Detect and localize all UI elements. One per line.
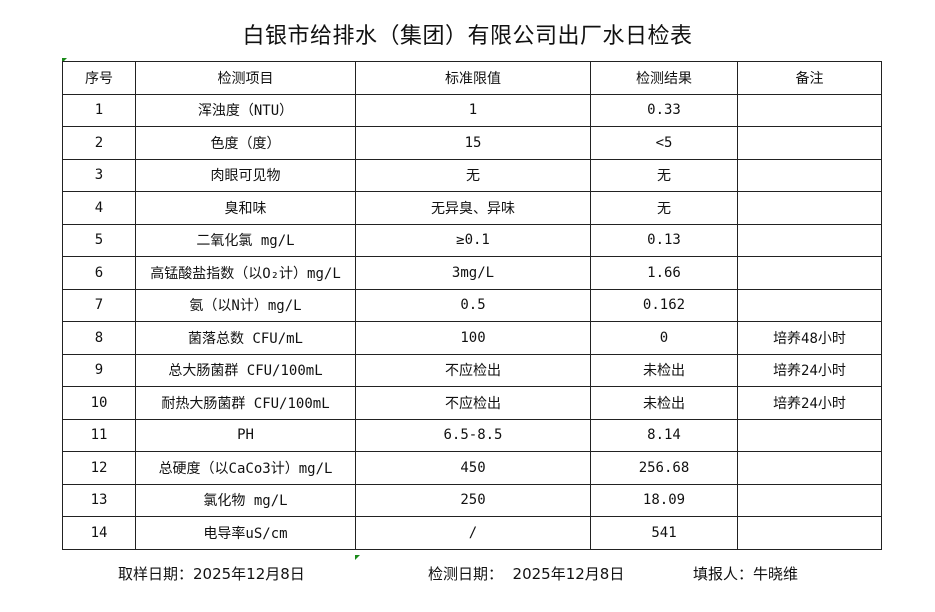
table-cell[interactable]: 无 — [590, 191, 738, 225]
table-cell[interactable]: 不应检出 — [355, 386, 591, 420]
cell-comment-marker — [62, 58, 67, 63]
page-title: 白银市给排水（集团）有限公司出厂水日检表 — [242, 24, 693, 49]
table-row: 9 总大肠菌群 CFU/100mL 不应检出 未检出 培养24小时 — [62, 353, 882, 387]
table-cell[interactable]: 1 — [355, 93, 591, 127]
table-row: 8 菌落总数 CFU/mL 100 0 培养48小时 — [62, 321, 882, 355]
table-row: 11 PH 6.5-8.5 8.14 — [62, 418, 882, 452]
table-cell[interactable] — [737, 93, 882, 127]
table-cell[interactable] — [737, 126, 882, 160]
table-cell[interactable] — [737, 483, 882, 517]
table-cell[interactable]: 臭和味 — [135, 191, 356, 225]
table-cell[interactable]: 5 — [62, 223, 136, 257]
table-cell[interactable]: 4 — [62, 191, 136, 225]
table-cell[interactable]: 0.13 — [590, 223, 738, 257]
table-cell[interactable]: 耐热大肠菌群 CFU/100mL — [135, 386, 356, 420]
table-cell[interactable]: 无 — [355, 158, 591, 192]
table-cell[interactable]: / — [355, 516, 591, 550]
table-row: 14 电导率uS/cm/541 — [62, 516, 882, 550]
table-cell[interactable]: 100 — [355, 321, 591, 355]
table-cell[interactable]: 电导率uS/cm — [135, 516, 356, 550]
table-cell[interactable]: PH — [135, 418, 356, 452]
table-cell[interactable]: 541 — [590, 516, 738, 550]
table-cell[interactable] — [737, 418, 882, 452]
table-cell[interactable]: 序号 — [62, 61, 136, 95]
table-cell[interactable] — [737, 158, 882, 192]
table-cell[interactable]: 色度（度） — [135, 126, 356, 160]
table-cell[interactable]: 氨（以N计）mg/L — [135, 288, 356, 322]
table-cell[interactable]: 不应检出 — [355, 353, 591, 387]
table-row: 6 高锰酸盐指数（以O₂计）mg/L 3mg/L 1.66 — [62, 256, 882, 290]
table-cell[interactable]: 11 — [62, 418, 136, 452]
table-cell[interactable]: 无异臭、异味 — [355, 191, 591, 225]
cell-comment-marker — [355, 555, 360, 560]
table-cell[interactable]: 256.68 — [590, 451, 738, 485]
table-cell[interactable]: 450 — [355, 451, 591, 485]
table-cell[interactable] — [737, 191, 882, 225]
table-cell[interactable]: 检测结果 — [590, 61, 738, 95]
table-cell[interactable]: 培养24小时 — [737, 386, 882, 420]
table-cell[interactable]: 13 — [62, 483, 136, 517]
table-cell[interactable]: 菌落总数 CFU/mL — [135, 321, 356, 355]
table-cell[interactable]: ≥0.1 — [355, 223, 591, 257]
table-cell[interactable] — [737, 288, 882, 322]
table-cell[interactable] — [737, 451, 882, 485]
table-row: 13 氯化物 mg/L 250 18.09 — [62, 483, 882, 517]
table-cell[interactable]: 0 — [590, 321, 738, 355]
table-cell[interactable]: 3mg/L — [355, 256, 591, 290]
table-row: 1 浑浊度（NTU） 1 0.33 — [62, 93, 882, 127]
table-cell[interactable]: 0.162 — [590, 288, 738, 322]
table-row: 2 色度（度） 15 <5 — [62, 126, 882, 160]
table-cell[interactable]: 1.66 — [590, 256, 738, 290]
reporter: 填报人：牛晓维 — [693, 565, 799, 583]
table-cell[interactable]: 高锰酸盐指数（以O₂计）mg/L — [135, 256, 356, 290]
table-cell[interactable]: 8.14 — [590, 418, 738, 452]
table-row: 4 臭和味 无异臭、异味无 — [62, 191, 882, 225]
table-cell[interactable]: 无 — [590, 158, 738, 192]
table-cell[interactable]: 1 — [62, 93, 136, 127]
table-cell[interactable]: 培养24小时 — [737, 353, 882, 387]
table-row: 10 耐热大肠菌群 CFU/100mL 不应检出 未检出 培养24小时 — [62, 386, 882, 420]
table-cell[interactable]: <5 — [590, 126, 738, 160]
table-cell[interactable] — [737, 223, 882, 257]
table-cell[interactable]: 备注 — [737, 61, 882, 95]
sample-date: 取样日期：2025年12月8日 — [118, 565, 305, 583]
table-cell[interactable]: 肉眼可见物 — [135, 158, 356, 192]
table-cell[interactable]: 培养48小时 — [737, 321, 882, 355]
table-cell[interactable]: 氯化物 mg/L — [135, 483, 356, 517]
table-cell[interactable]: 二氧化氯 mg/L — [135, 223, 356, 257]
table-cell[interactable]: 18.09 — [590, 483, 738, 517]
table-cell[interactable]: 14 — [62, 516, 136, 550]
table-header-row: 序号 检测项目 标准限值 检测结果 备注 — [62, 61, 882, 95]
table-cell[interactable]: 8 — [62, 321, 136, 355]
table-row: 3 肉眼可见物无无 — [62, 158, 882, 192]
table-cell[interactable]: 2 — [62, 126, 136, 160]
table-cell[interactable]: 0.33 — [590, 93, 738, 127]
table-cell[interactable]: 0.5 — [355, 288, 591, 322]
inspection-table: 序号 检测项目 标准限值 检测结果 备注 1 浑浊度（NTU） 1 0.33 2 色度（度） 15 <5… — [62, 61, 882, 550]
table-cell[interactable] — [737, 256, 882, 290]
table-cell[interactable]: 浑浊度（NTU） — [135, 93, 356, 127]
table-cell[interactable]: 未检出 — [590, 353, 738, 387]
table-row: 5 二氧化氯 mg/L ≥0.1 0.13 — [62, 223, 882, 257]
table-cell[interactable]: 检测项目 — [135, 61, 356, 95]
table-cell[interactable]: 标准限值 — [355, 61, 591, 95]
table-row: 7 氨（以N计）mg/L 0.5 0.162 — [62, 288, 882, 322]
table-cell[interactable]: 250 — [355, 483, 591, 517]
table-cell[interactable]: 总硬度（以CaCo3计）mg/L — [135, 451, 356, 485]
table-cell[interactable]: 总大肠菌群 CFU/100mL — [135, 353, 356, 387]
table-cell[interactable] — [737, 516, 882, 550]
table-cell[interactable]: 10 — [62, 386, 136, 420]
table-cell[interactable]: 未检出 — [590, 386, 738, 420]
table-cell[interactable]: 6 — [62, 256, 136, 290]
test-date: 检测日期： 2025年12月8日 — [428, 565, 625, 583]
table-cell[interactable]: 12 — [62, 451, 136, 485]
table-cell[interactable]: 7 — [62, 288, 136, 322]
table-cell[interactable]: 3 — [62, 158, 136, 192]
table-row: 12 总硬度（以CaCo3计）mg/L 450 256.68 — [62, 451, 882, 485]
table-cell[interactable]: 6.5-8.5 — [355, 418, 591, 452]
table-cell[interactable]: 9 — [62, 353, 136, 387]
table-cell[interactable]: 15 — [355, 126, 591, 160]
